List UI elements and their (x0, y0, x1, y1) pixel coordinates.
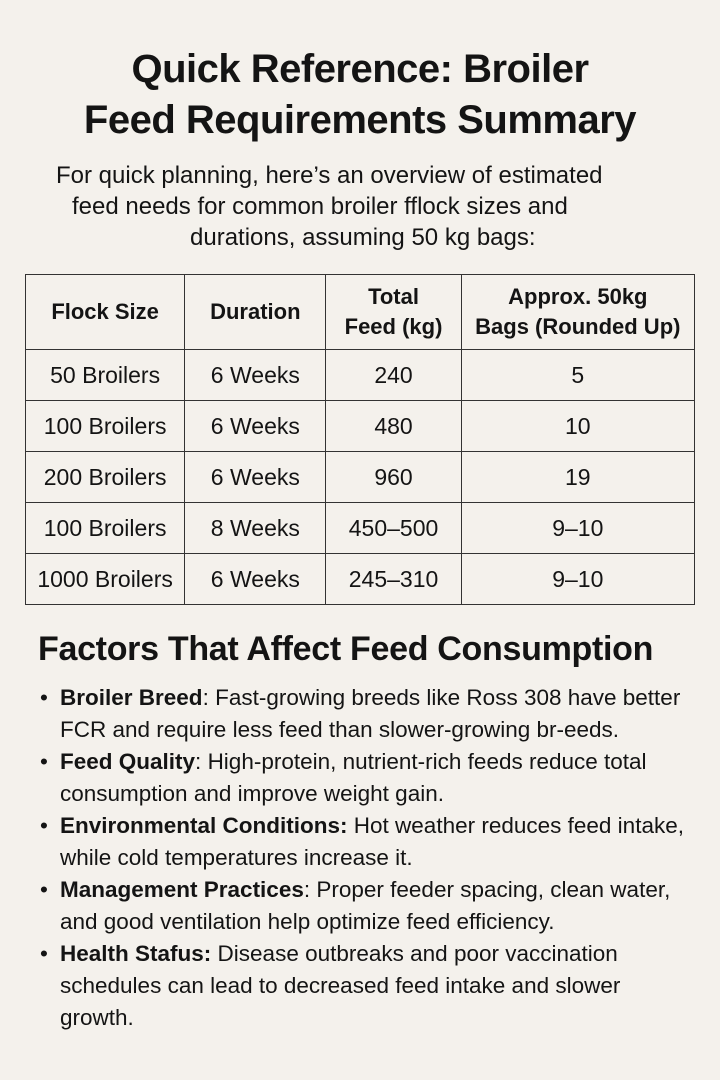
factor-label: Feed Quality (60, 749, 196, 774)
cell-flock-size: 100 Broilers (24, 502, 186, 554)
cell-total-feed: 240 (325, 349, 462, 401)
intro-line-3: durations, assuming 50 kg bags: (190, 224, 536, 251)
cell-total-feed: 960 (325, 451, 462, 503)
factor-text: Hot weather reduces feed intake, while c… (60, 813, 684, 870)
list-item: • Feed Quality: High-protein, nutrient-r… (38, 746, 698, 810)
cell-total-feed: 245–310 (325, 553, 462, 605)
bullet-icon: • (40, 877, 48, 902)
title-line-2: Feed Requirements Summary (83, 98, 637, 142)
factor-label: Management Practices (60, 877, 304, 902)
title-line-1: Quick Reference: Broiler (131, 47, 589, 91)
list-item: • Broiler Breed: Fast-growing breeds lik… (38, 682, 698, 746)
cell-flock-size: 200 Broilers (24, 451, 186, 503)
cell-bags: 19 (460, 451, 696, 503)
table-header-row: Flock Size Duration Total Feed (kg) Appro… (24, 274, 696, 350)
factor-text: High-protein, nutrient-rich feeds reduce… (60, 749, 647, 806)
cell-total-feed: 450–500 (325, 502, 462, 554)
bullet-icon: • (40, 813, 48, 838)
intro-paragraph: For quick planning, here’s an overview o… (0, 160, 720, 253)
factor-label: Health Stafus: (60, 941, 212, 966)
cell-bags: 5 (460, 349, 696, 401)
factors-heading: Factors That Affect Feed Consumption (38, 630, 654, 668)
cell-flock-size: 100 Broilers (24, 400, 186, 452)
factor-label: Environmental Conditions: (60, 813, 348, 838)
factor-text: Proper feeder spacing, clean water, and … (60, 877, 671, 934)
header-total-feed: Total Feed (kg) (325, 274, 462, 350)
header-bags: Approx. 50kg Bags (Rounded Up) (460, 274, 696, 350)
cell-duration: 6 Weeks (184, 400, 327, 452)
cell-duration: 6 Weeks (184, 451, 327, 503)
header-duration: Duration (184, 274, 327, 350)
factors-list: • Broiler Breed: Fast-growing breeds lik… (38, 682, 698, 1034)
factor-text: Fast-growing breeds like Ross 308 have b… (60, 685, 681, 742)
bullet-icon: • (40, 941, 48, 966)
cell-total-feed: 480 (325, 400, 462, 452)
cell-duration: 6 Weeks (184, 553, 327, 605)
factor-label: Broiler Breed (60, 685, 203, 710)
list-item: • Environmental Conditions: Hot weather … (38, 810, 698, 874)
cell-flock-size: 1000 Broilers (24, 553, 186, 605)
table-row: 100 Broilers 6 Weeks 480 10 (24, 400, 696, 452)
header-flock-size: Flock Size (24, 274, 186, 350)
table-row: 1000 Broilers 6 Weeks 245–310 9–10 (24, 553, 696, 605)
intro-line-1: For quick planning, here’s an overview o… (56, 162, 603, 189)
cell-duration: 6 Weeks (184, 349, 327, 401)
factor-text: Disease outbreaks and poor vaccination s… (60, 941, 621, 1030)
feed-requirements-table: Flock Size Duration Total Feed (kg) Appro… (24, 274, 696, 605)
bullet-icon: • (40, 685, 48, 710)
page-title: Quick Reference: Broiler Feed Requiremen… (0, 44, 720, 146)
list-item: • Health Stafus: Disease outbreaks and p… (38, 938, 698, 1034)
cell-flock-size: 50 Broilers (24, 349, 186, 401)
cell-bags: 9–10 (460, 502, 696, 554)
cell-duration: 8 Weeks (184, 502, 327, 554)
list-item: • Management Practices: Proper feeder sp… (38, 874, 698, 938)
table-row: 200 Broilers 6 Weeks 960 19 (24, 451, 696, 503)
bullet-icon: • (40, 749, 48, 774)
table-row: 100 Broilers 8 Weeks 450–500 9–10 (24, 502, 696, 554)
table-row: 50 Broilers 6 Weeks 240 5 (24, 349, 696, 401)
intro-line-2: feed needs for common broiler fflock siz… (72, 193, 568, 220)
cell-bags: 9–10 (460, 553, 696, 605)
cell-bags: 10 (460, 400, 696, 452)
